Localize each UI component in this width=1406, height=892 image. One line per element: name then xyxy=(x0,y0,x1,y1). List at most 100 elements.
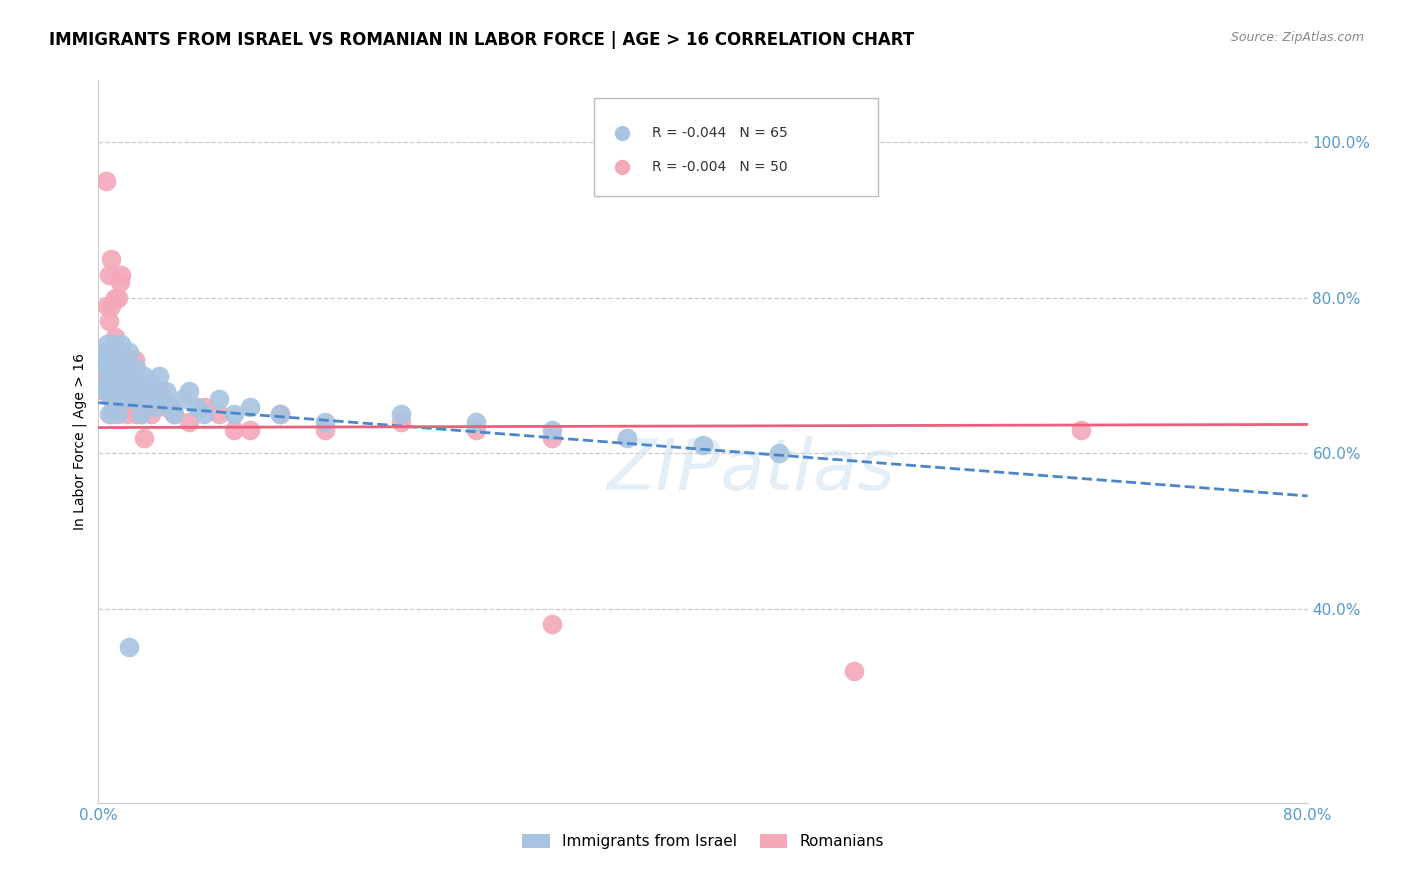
Point xyxy=(125,408,148,422)
Point xyxy=(208,392,231,406)
Point xyxy=(124,353,146,368)
Point xyxy=(103,360,125,375)
Point xyxy=(115,384,138,398)
Point xyxy=(98,268,121,282)
Point xyxy=(121,400,143,414)
Point xyxy=(692,438,714,452)
Point xyxy=(96,360,118,375)
Point xyxy=(616,431,638,445)
Point xyxy=(98,408,121,422)
Point xyxy=(239,400,262,414)
Point xyxy=(110,337,132,351)
Point xyxy=(170,392,193,406)
Point xyxy=(844,664,866,678)
Point xyxy=(208,408,231,422)
Point xyxy=(104,329,127,343)
Point xyxy=(139,376,162,391)
Point xyxy=(118,392,141,406)
Point xyxy=(105,360,128,375)
Point xyxy=(104,353,127,368)
Point xyxy=(145,400,167,414)
Point xyxy=(94,345,117,359)
Point xyxy=(104,376,127,391)
Point xyxy=(148,384,170,398)
Point xyxy=(107,291,129,305)
Point xyxy=(103,384,125,398)
Point xyxy=(314,415,336,429)
Point xyxy=(112,353,135,368)
Point xyxy=(94,384,117,398)
Point xyxy=(155,400,177,414)
Point xyxy=(179,415,201,429)
Point xyxy=(239,423,262,437)
Point xyxy=(1070,423,1092,437)
Point xyxy=(94,345,117,359)
Point xyxy=(269,408,291,422)
Point xyxy=(540,423,562,437)
Point xyxy=(135,392,157,406)
Point xyxy=(115,408,138,422)
Point xyxy=(129,408,152,422)
Point xyxy=(96,337,118,351)
Text: IMMIGRANTS FROM ISRAEL VS ROMANIAN IN LABOR FORCE | AGE > 16 CORRELATION CHART: IMMIGRANTS FROM ISRAEL VS ROMANIAN IN LA… xyxy=(49,31,914,49)
Point xyxy=(540,617,562,632)
Text: R = -0.044   N = 65: R = -0.044 N = 65 xyxy=(652,126,787,140)
Point xyxy=(98,353,121,368)
Point xyxy=(150,392,173,406)
Point xyxy=(122,392,145,406)
Point xyxy=(193,400,215,414)
Point xyxy=(93,376,115,391)
Point xyxy=(132,368,155,383)
Point xyxy=(163,408,186,422)
Point xyxy=(118,640,141,655)
Point xyxy=(132,431,155,445)
Point xyxy=(105,368,128,383)
Point xyxy=(91,368,114,383)
Point xyxy=(108,360,131,375)
Point xyxy=(127,384,149,398)
Point xyxy=(224,408,246,422)
Point xyxy=(110,368,132,383)
FancyBboxPatch shape xyxy=(595,98,879,196)
Point xyxy=(224,423,246,437)
Point xyxy=(132,392,155,406)
Point xyxy=(141,408,163,422)
Point xyxy=(100,299,122,313)
Point xyxy=(128,384,150,398)
Point xyxy=(110,368,132,383)
Point xyxy=(540,431,562,445)
Point xyxy=(114,392,136,406)
Point xyxy=(389,415,412,429)
Point xyxy=(103,337,125,351)
Point xyxy=(100,392,122,406)
Point xyxy=(94,174,117,188)
Point xyxy=(100,252,122,266)
Point xyxy=(741,228,763,243)
Point xyxy=(101,345,124,359)
Point xyxy=(98,314,121,328)
Point xyxy=(179,384,201,398)
Point xyxy=(121,384,143,398)
Point xyxy=(93,384,115,398)
Point xyxy=(389,408,412,422)
Point xyxy=(127,376,149,391)
Point xyxy=(107,408,129,422)
Point xyxy=(105,345,128,359)
Point xyxy=(111,384,134,398)
Point xyxy=(112,376,135,391)
Point xyxy=(142,384,165,398)
Point xyxy=(111,384,134,398)
Point xyxy=(103,384,125,398)
Point xyxy=(110,268,132,282)
Point xyxy=(98,384,121,398)
Point xyxy=(163,408,186,422)
Point xyxy=(269,408,291,422)
Point xyxy=(96,299,118,313)
Point xyxy=(114,384,136,398)
Text: R = -0.004   N = 50: R = -0.004 N = 50 xyxy=(652,160,787,174)
Point xyxy=(155,384,177,398)
Text: Source: ZipAtlas.com: Source: ZipAtlas.com xyxy=(1230,31,1364,45)
Y-axis label: In Labor Force | Age > 16: In Labor Force | Age > 16 xyxy=(73,353,87,530)
Point xyxy=(107,384,129,398)
Point xyxy=(118,376,141,391)
